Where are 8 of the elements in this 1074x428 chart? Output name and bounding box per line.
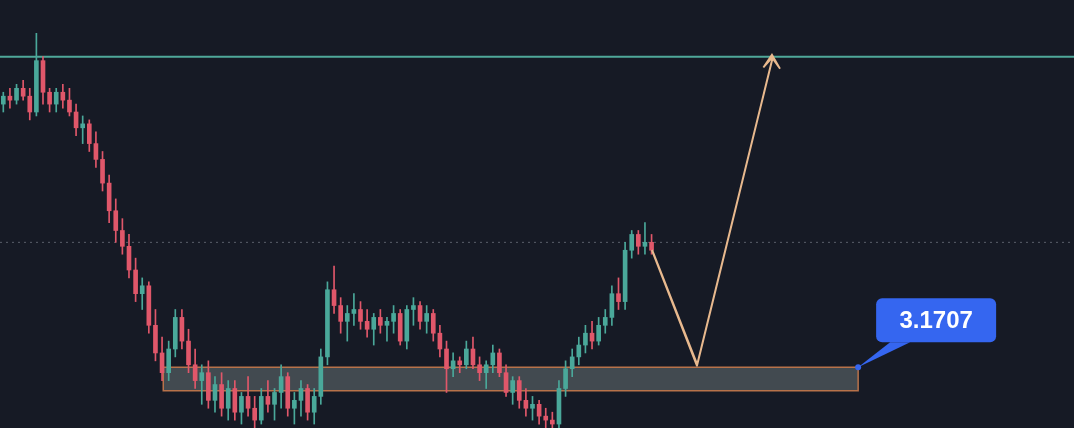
candlestick [80,115,86,144]
candlestick [642,222,648,255]
candlestick [543,407,549,428]
candlestick [344,305,350,342]
band-label: 3.1707 [899,305,973,333]
candlestick [351,293,357,326]
candlestick [384,317,390,342]
candlestick [199,364,205,405]
